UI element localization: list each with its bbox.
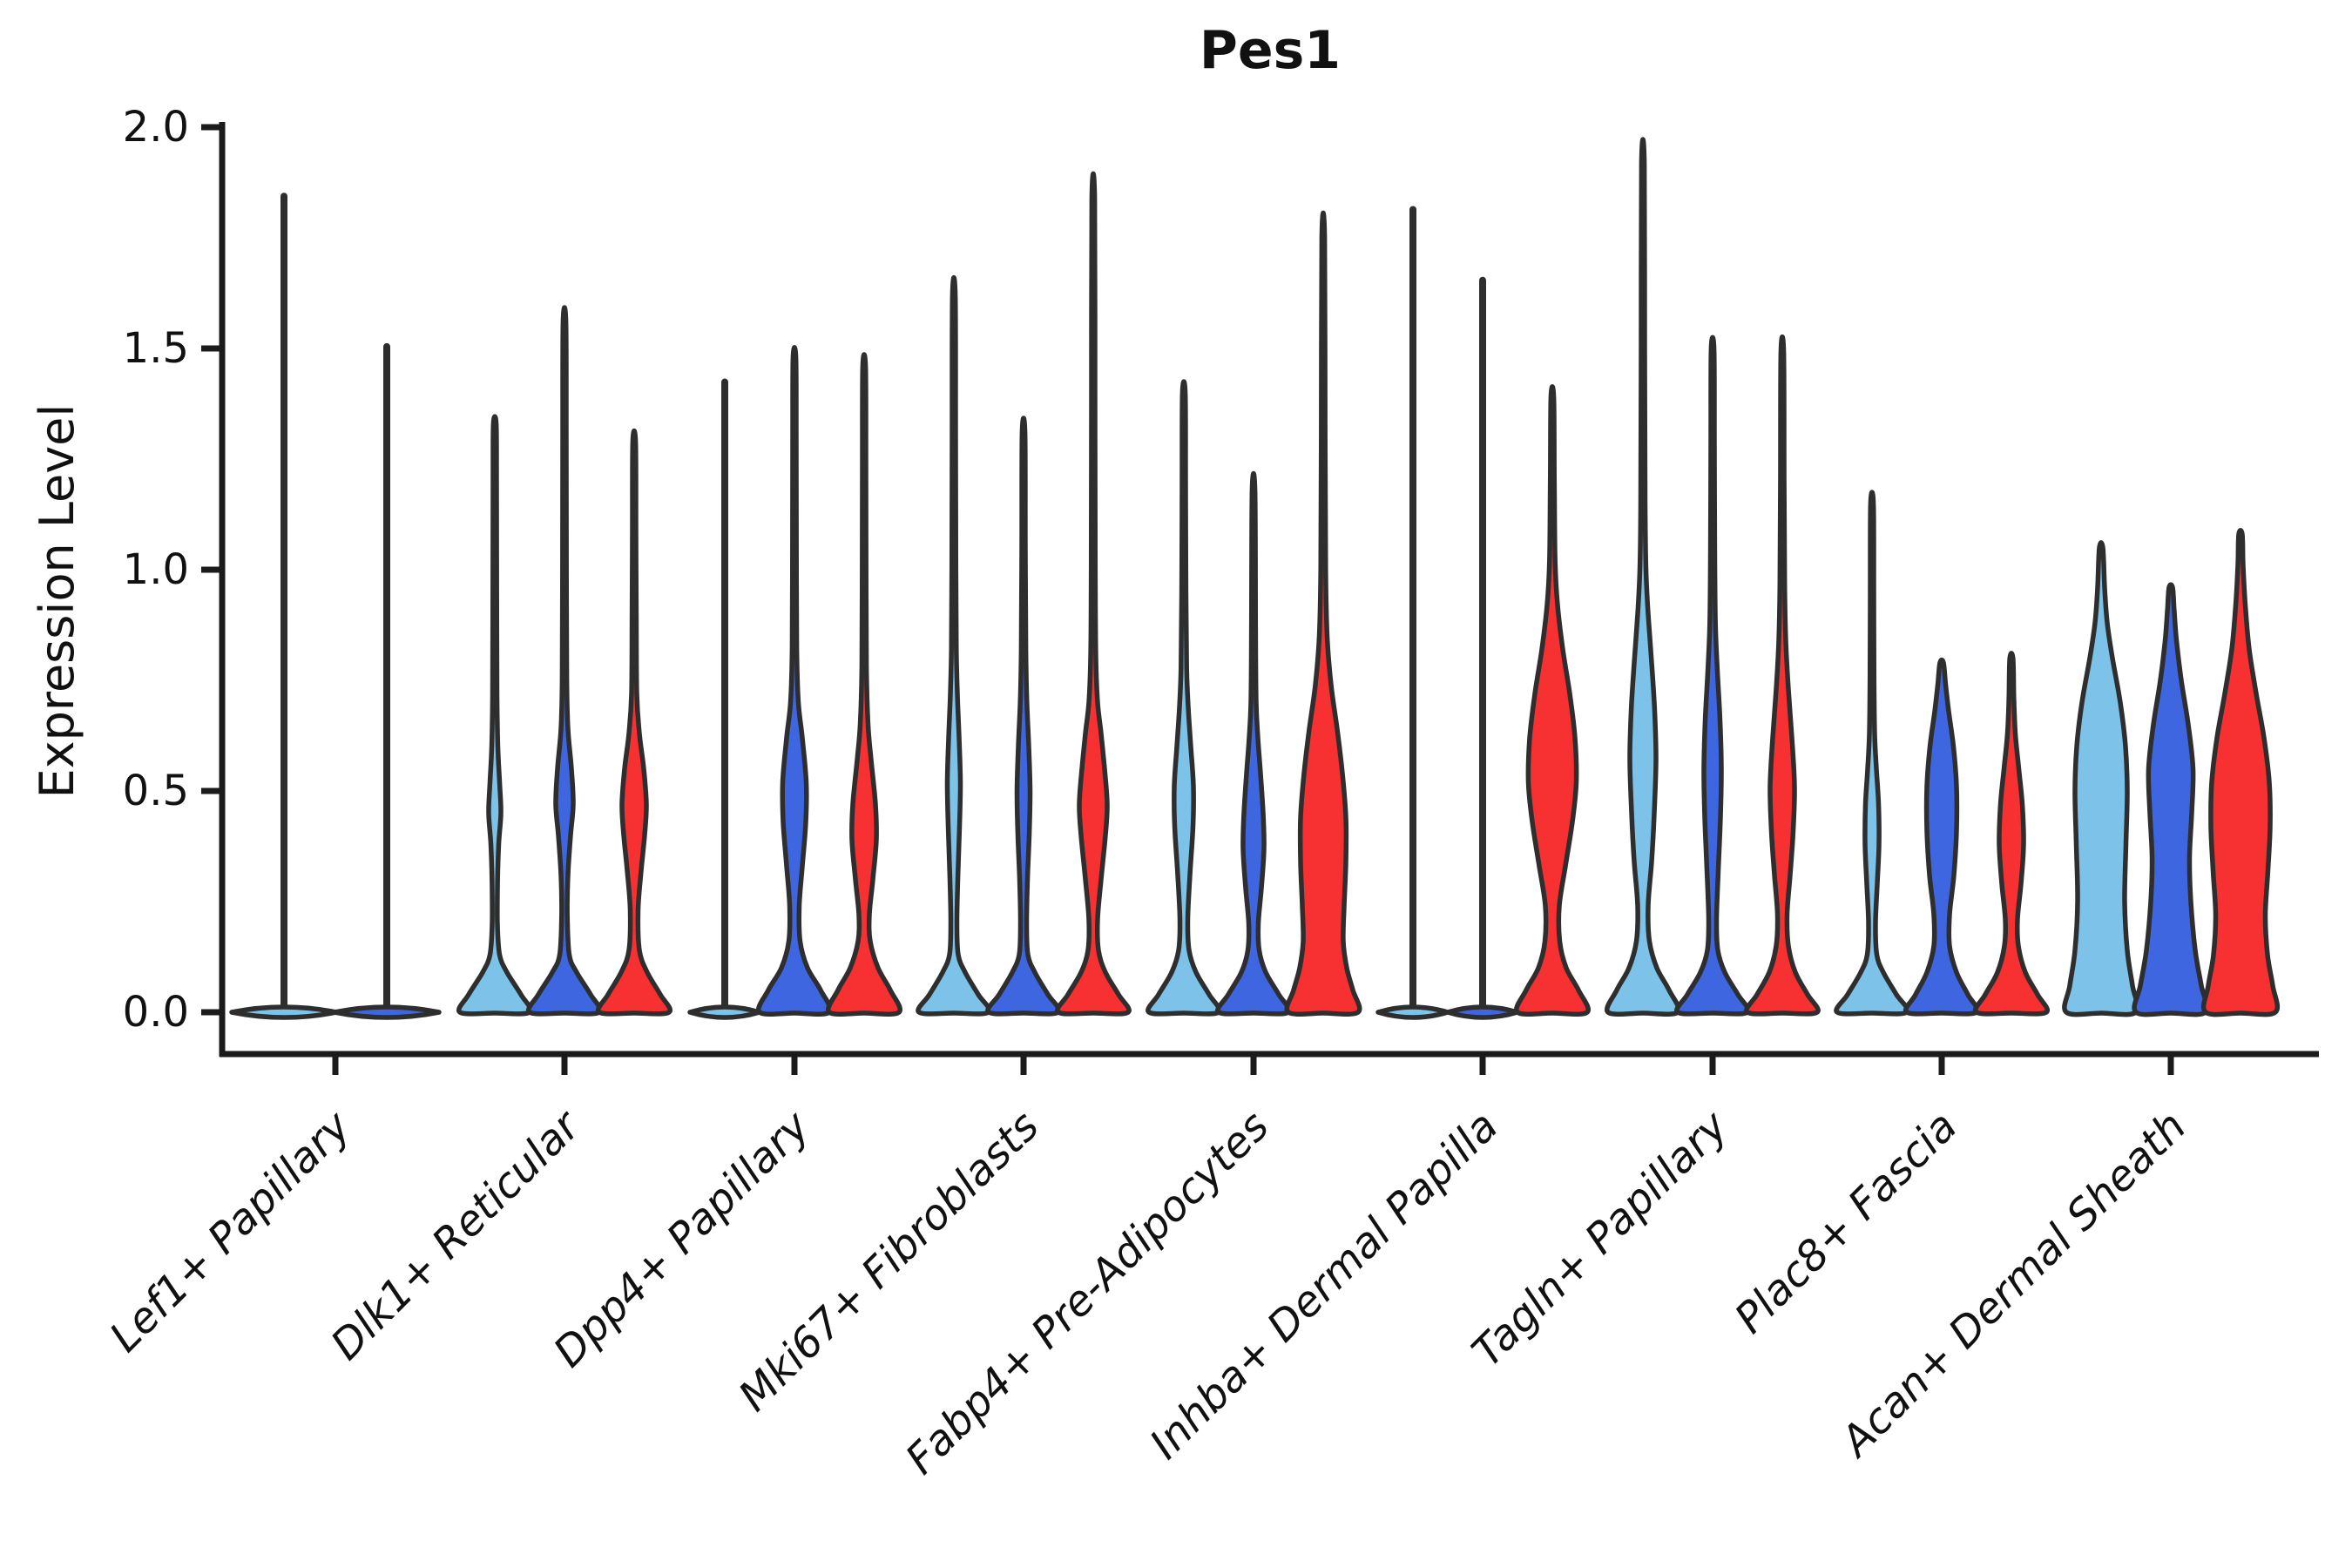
violin-body	[456, 414, 533, 1017]
violin-body	[985, 416, 1062, 1017]
violin-body	[1284, 211, 1362, 1017]
violin-body	[1674, 335, 1751, 1017]
violin-body	[1146, 379, 1222, 1017]
violin-body	[756, 344, 833, 1017]
violin-body	[1973, 651, 2050, 1017]
violin-body	[1834, 490, 1910, 1017]
violin-body	[826, 352, 902, 1017]
violin-flat	[332, 1004, 442, 1020]
violin-flat	[1445, 1004, 1520, 1020]
y-tick-label: 0.0	[123, 988, 189, 1037]
violin-flat	[1375, 1004, 1450, 1020]
violin-body	[1514, 384, 1591, 1017]
y-axis-label: Expression Level	[30, 404, 84, 799]
y-tick-labels: 0.0 0.5 1.0 1.5 2.0	[123, 103, 189, 1037]
violin-body	[1744, 334, 1821, 1017]
y-tick-label: 1.5	[123, 324, 189, 373]
y-tick-label: 1.0	[123, 545, 189, 594]
violin-body	[526, 305, 603, 1017]
y-tick-label: 0.5	[123, 767, 189, 815]
violins-layer	[229, 137, 2281, 1020]
violin-body	[916, 274, 992, 1017]
violin-body	[1605, 137, 1681, 1017]
violin-body	[2200, 528, 2281, 1017]
violin-body	[1903, 657, 1980, 1017]
violin-flat	[229, 1004, 339, 1020]
violin-body	[1215, 470, 1292, 1017]
y-tick-label: 2.0	[123, 103, 189, 152]
violin-body	[596, 428, 672, 1017]
violin-body	[1055, 171, 1132, 1017]
axes-layer	[201, 122, 2319, 1075]
violin-body	[2062, 540, 2140, 1017]
violin-flat	[687, 1004, 762, 1020]
chart-title: Pes1	[1200, 20, 1341, 81]
violin-body	[2132, 582, 2210, 1017]
